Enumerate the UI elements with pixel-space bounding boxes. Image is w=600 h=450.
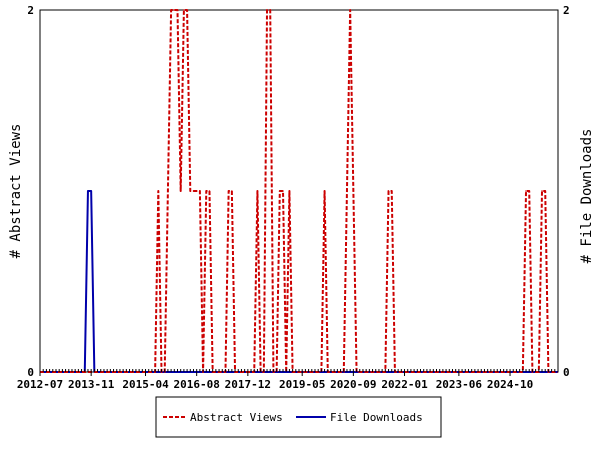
plot-area bbox=[39, 9, 559, 373]
data-point-abstract-views bbox=[173, 9, 176, 11]
data-point-abstract-views bbox=[544, 190, 547, 192]
data-point-abstract-views bbox=[231, 190, 233, 192]
legend-label-abstract-views: Abstract Views bbox=[190, 411, 283, 424]
data-point-abstract-views bbox=[227, 190, 230, 192]
legend-label-file-downloads: File Downloads bbox=[330, 411, 423, 424]
x-axis-tick-label: 2013-11 bbox=[68, 378, 115, 391]
y-right-tick-max: 2 bbox=[563, 4, 570, 17]
y-axis-right-title: # File Downloads bbox=[579, 129, 595, 264]
data-point-abstract-views bbox=[176, 9, 179, 11]
data-point-abstract-views bbox=[387, 190, 390, 192]
x-axis-tick-label: 2022-01 bbox=[381, 378, 428, 391]
data-point-file-downloads bbox=[90, 190, 92, 192]
data-point-file-downloads bbox=[87, 190, 89, 192]
x-axis-tick-labels: 2012-07 2013-11 2015-04 2016-08 2017-12 2019-… bbox=[17, 372, 533, 391]
data-point-abstract-views bbox=[205, 190, 208, 192]
data-point-abstract-views bbox=[199, 190, 201, 192]
data-point-abstract-views bbox=[167, 190, 169, 192]
data-point-abstract-views bbox=[390, 190, 393, 192]
x-axis-tick-label: 2023-06 bbox=[436, 378, 483, 391]
data-point-abstract-views bbox=[541, 190, 543, 192]
x-axis-tick-label: 2016-08 bbox=[173, 378, 219, 391]
data-point-abstract-views bbox=[282, 190, 284, 192]
data-point-abstract-views bbox=[208, 190, 211, 192]
data-point-abstract-views bbox=[189, 190, 192, 192]
data-point-abstract-views bbox=[323, 190, 326, 192]
data-point-abstract-views bbox=[266, 9, 268, 11]
x-axis-tick-label: 2019-05 bbox=[279, 378, 325, 391]
data-point-abstract-views bbox=[525, 190, 527, 192]
data-point-abstract-views bbox=[528, 190, 531, 192]
data-point-abstract-views bbox=[195, 190, 198, 192]
data-point-abstract-views bbox=[179, 190, 182, 192]
data-point-abstract-views bbox=[157, 190, 160, 192]
y-axis-left-title: # Abstract Views bbox=[8, 124, 24, 259]
x-axis-tick-label: 2017-12 bbox=[225, 378, 271, 391]
y-left-tick-max: 2 bbox=[27, 4, 34, 17]
data-point-abstract-views bbox=[279, 190, 281, 192]
data-point-abstract-views bbox=[288, 190, 291, 192]
legend: Abstract Views File Downloads bbox=[155, 396, 442, 438]
y-left-tick-min: 0 bbox=[27, 366, 34, 379]
data-point-abstract-views bbox=[183, 9, 185, 11]
y-right-tick-min: 0 bbox=[563, 366, 570, 379]
data-point-abstract-views bbox=[346, 190, 348, 192]
data-point-abstract-views bbox=[352, 190, 355, 192]
data-point-abstract-views bbox=[256, 190, 259, 192]
data-point-abstract-views bbox=[269, 9, 272, 11]
data-point-abstract-views bbox=[186, 9, 188, 11]
data-point-abstract-views bbox=[170, 9, 172, 11]
data-point-abstract-views bbox=[349, 9, 351, 11]
data-point-abstract-views bbox=[192, 190, 195, 192]
x-axis-tick-label: 2015-04 bbox=[122, 378, 169, 391]
x-axis-ticks bbox=[39, 369, 559, 372]
x-axis-tick-label: 2024-10 bbox=[487, 378, 533, 391]
x-axis-tick-label: 2020-09 bbox=[330, 378, 376, 391]
x-axis-tick-label: 2012-07 bbox=[17, 378, 63, 391]
